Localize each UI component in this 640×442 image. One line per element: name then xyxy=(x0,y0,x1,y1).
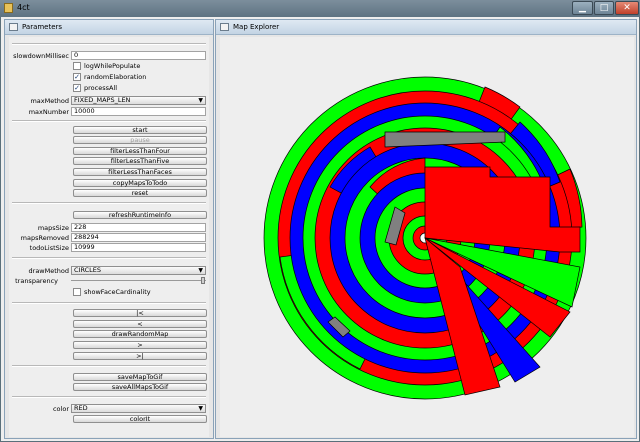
chevron-down-icon: ▼ xyxy=(198,267,203,274)
face-gray-inner xyxy=(384,206,406,246)
maximize-button[interactable]: □ xyxy=(594,1,614,15)
start-button[interactable]: start xyxy=(73,126,207,134)
separator xyxy=(12,257,206,259)
parameters-frame-header[interactable]: Parameters xyxy=(5,20,213,35)
previous-map-button[interactable]: < xyxy=(73,320,207,328)
max-number-field[interactable]: 10000 xyxy=(71,107,206,116)
save-map-to-gif-button[interactable]: saveMapToGif xyxy=(73,373,207,381)
pause-button[interactable]: pause xyxy=(73,136,207,144)
draw-method-label: drawMethod xyxy=(28,267,69,275)
copy-maps-to-todo-button[interactable]: copyMapsToTodo xyxy=(73,179,207,187)
process-all-checkbox[interactable]: ✓ processAll xyxy=(73,84,117,93)
parameters-panel: slowdownMillisec 0 logWhilePopulate ✓ ra… xyxy=(9,37,209,437)
filter-less-than-faces-button[interactable]: filterLessThanFaces xyxy=(73,168,207,176)
show-face-cardinality-checkbox[interactable]: showFaceCardinality xyxy=(73,288,151,297)
save-all-maps-to-gif-button[interactable]: saveAllMapsToGif xyxy=(73,383,207,391)
separator xyxy=(12,202,206,204)
maps-removed-label: mapsRemoved xyxy=(20,234,69,242)
slowdown-field[interactable]: 0 xyxy=(71,51,206,60)
color-select[interactable]: RED ▼ xyxy=(71,404,206,413)
maps-size-label: mapsSize xyxy=(37,224,69,232)
desktop-pane: Parameters slowdownMillisec 0 logWhilePo… xyxy=(1,17,639,441)
checkmark-icon: ✓ xyxy=(73,84,81,92)
random-elaboration-checkbox[interactable]: ✓ randomElaboration xyxy=(73,73,146,82)
face-red-large xyxy=(424,166,581,253)
draw-random-map-button[interactable]: drawRandomMap xyxy=(73,330,207,338)
separator xyxy=(12,43,206,45)
face-gray-bottom xyxy=(327,316,351,338)
map-explorer-title: Map Explorer xyxy=(233,23,280,31)
transparency-slider[interactable] xyxy=(71,277,206,284)
draw-method-value: CIRCLES xyxy=(74,266,102,274)
checkbox-box xyxy=(73,288,81,296)
todo-list-size-field: 10999 xyxy=(71,243,206,252)
color-label: color xyxy=(52,405,69,413)
map-gray-faces xyxy=(327,131,506,338)
close-button[interactable]: ✕ xyxy=(615,1,639,15)
show-face-cardinality-label: showFaceCardinality xyxy=(84,288,151,296)
max-method-label: maxMethod xyxy=(30,97,69,105)
max-method-value: FIXED_MAPS_LEN xyxy=(74,96,131,104)
map-drawing xyxy=(263,76,587,400)
last-map-button[interactable]: >| xyxy=(73,352,207,360)
face-green-spike xyxy=(424,237,581,308)
log-while-populate-checkbox[interactable]: logWhilePopulate xyxy=(73,62,140,71)
checkmark-icon: ✓ xyxy=(73,73,81,81)
minimize-button[interactable]: ▁ xyxy=(572,1,593,15)
parameters-title: Parameters xyxy=(22,23,63,31)
app-icon xyxy=(4,3,13,13)
chevron-down-icon: ▼ xyxy=(198,405,203,412)
window-title: 4ct xyxy=(17,3,30,12)
random-elaboration-label: randomElaboration xyxy=(84,73,147,81)
color-it-button[interactable]: colorIt xyxy=(73,415,207,423)
checkbox-box xyxy=(73,62,81,70)
map-large-red-face xyxy=(424,166,581,396)
chevron-down-icon: ▼ xyxy=(198,97,203,104)
first-map-button[interactable]: |< xyxy=(73,309,207,317)
map-canvas[interactable] xyxy=(220,37,634,437)
separator xyxy=(12,396,206,398)
filter-less-than-four-button[interactable]: filterLessThanFour xyxy=(73,147,207,155)
separator xyxy=(12,302,206,304)
max-method-select[interactable]: FIXED_MAPS_LEN ▼ xyxy=(71,96,206,105)
color-value: RED xyxy=(74,404,88,412)
frame-icon xyxy=(220,23,229,31)
separator xyxy=(12,365,206,367)
face-red-spike xyxy=(424,237,571,338)
todo-list-size-label: todoListSize xyxy=(29,244,69,252)
slider-thumb[interactable] xyxy=(201,277,205,284)
next-map-button[interactable]: > xyxy=(73,341,207,349)
log-while-populate-label: logWhilePopulate xyxy=(84,62,141,70)
map-explorer-frame: Map Explorer xyxy=(215,19,637,439)
maps-size-field: 228 xyxy=(71,223,206,232)
max-number-label: maxNumber xyxy=(28,108,69,116)
process-all-label: processAll xyxy=(84,84,118,92)
separator xyxy=(12,120,206,122)
maps-removed-field: 288294 xyxy=(71,233,206,242)
transparency-label: transparency xyxy=(15,277,58,285)
window-titlebar: 4ct ▁ □ ✕ xyxy=(0,0,640,17)
refresh-runtime-info-button[interactable]: refreshRuntimeInfo xyxy=(73,211,207,219)
slowdown-label: slowdownMillisec xyxy=(13,52,69,60)
face-red-spike-2 xyxy=(424,237,501,396)
draw-method-select[interactable]: CIRCLES ▼ xyxy=(71,266,206,275)
parameters-frame: Parameters slowdownMillisec 0 logWhilePo… xyxy=(4,19,214,439)
reset-button[interactable]: reset xyxy=(73,189,207,197)
frame-icon xyxy=(9,23,18,31)
map-explorer-frame-header[interactable]: Map Explorer xyxy=(216,20,636,35)
filter-less-than-five-button[interactable]: filterLessThanFive xyxy=(73,157,207,165)
slider-track xyxy=(71,280,206,281)
face-gray-top xyxy=(384,131,506,148)
